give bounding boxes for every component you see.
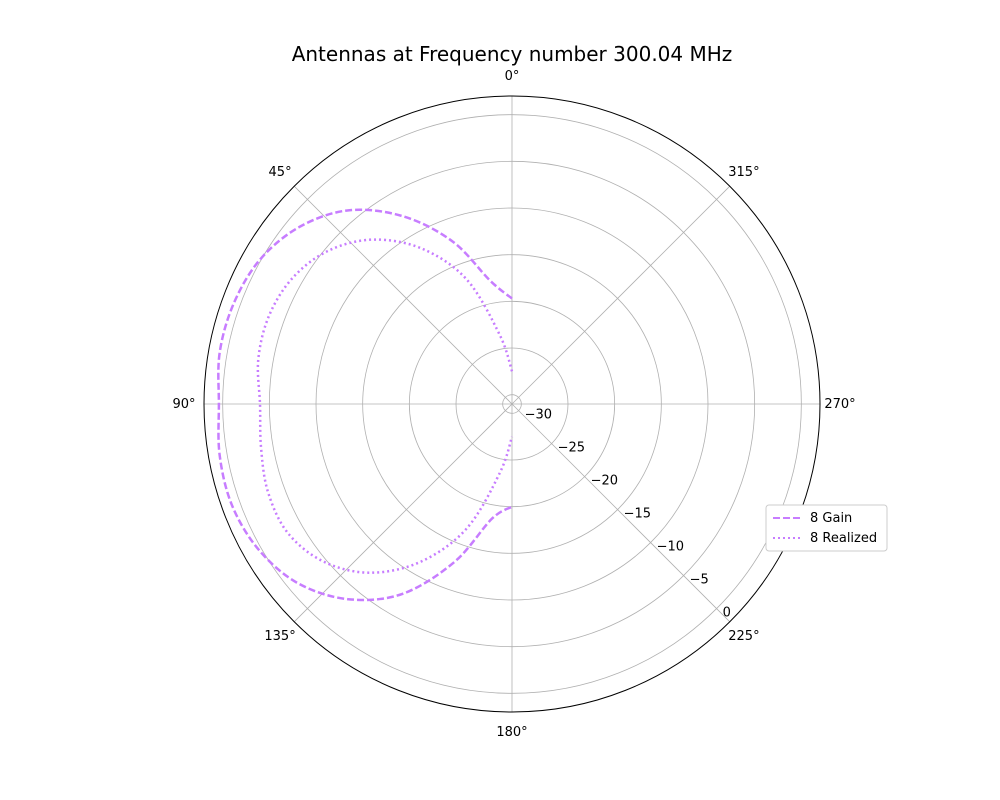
angular-gridline (293, 403, 513, 623)
tick-labels: 0° 45° 90° 135° 180° 225° 270° 315° −30 −25 −20 −15… (172, 69, 855, 740)
angular-tick-label: 180° (496, 725, 527, 740)
radial-tick-label: −20 (591, 474, 618, 489)
angular-tick-label: 135° (264, 629, 295, 644)
legend-label-realized: 8 Realized (810, 531, 877, 546)
polar-grid (204, 96, 820, 712)
series-line-gain (217, 208, 513, 602)
polar-frame (203, 95, 821, 713)
angular-gridline (511, 185, 731, 405)
chart-title: Antennas at Frequency number 300.04 MHz (292, 42, 733, 66)
angular-gridline (293, 185, 513, 405)
radial-tick-label: 0 (723, 606, 731, 621)
radial-tick-label: −15 (624, 507, 651, 522)
radial-tick-label: −25 (558, 441, 585, 456)
radial-tick-label: −5 (690, 573, 709, 588)
series-line-realized (256, 238, 514, 574)
radial-tick-label: −10 (657, 540, 684, 555)
angular-tick-label: 270° (824, 397, 855, 412)
angular-tick-label: 0° (505, 69, 520, 84)
legend-box (765, 504, 888, 552)
angular-tick-label: 45° (269, 165, 292, 180)
angular-tick-label: 90° (172, 397, 195, 412)
legend-label-gain: 8 Gain (810, 511, 852, 526)
angular-tick-label: 315° (728, 165, 759, 180)
angular-tick-label: 225° (728, 629, 759, 644)
series-group (217, 208, 514, 602)
radial-tick-label: −30 (525, 408, 552, 423)
angular-gridline (511, 403, 731, 623)
legend: 8 Gain 8 Realized (765, 504, 888, 552)
